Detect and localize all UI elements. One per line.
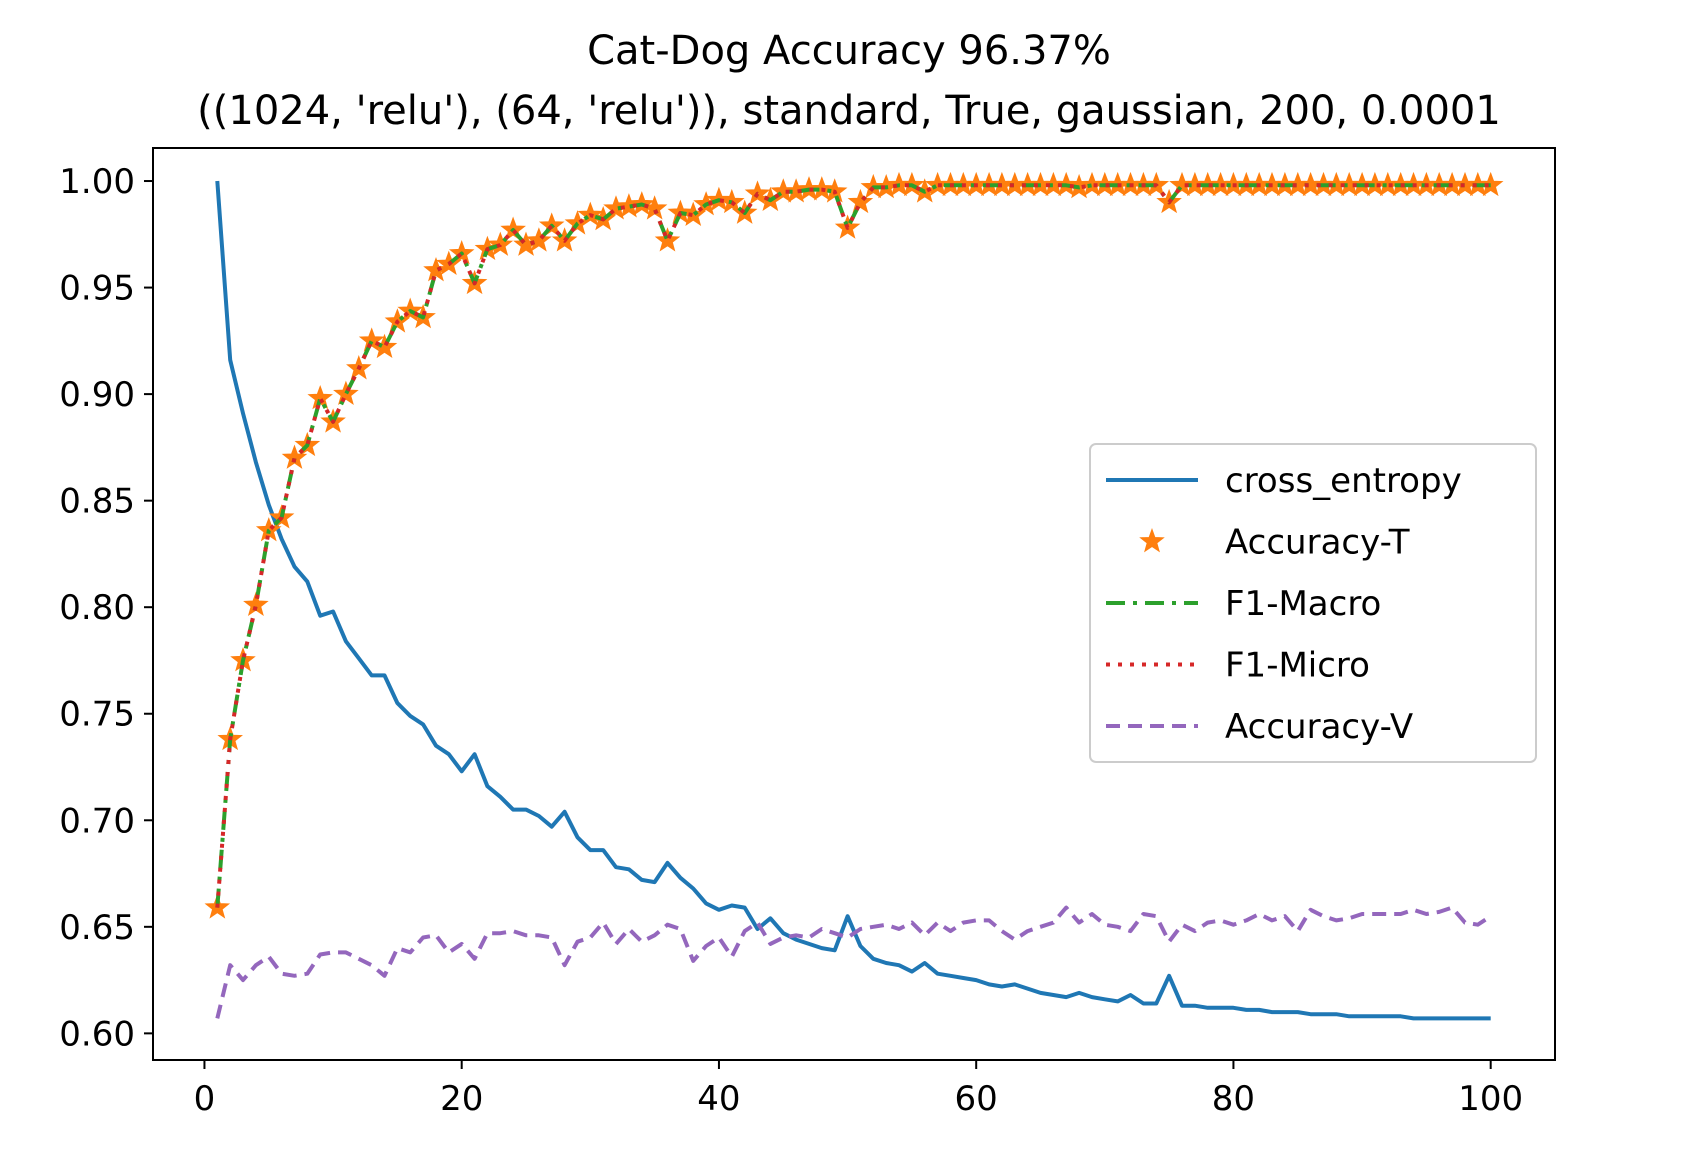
x-tick-label: 100 [1458,1079,1523,1119]
star-marker-accuracy-t [654,227,681,252]
y-tick-label: 0.65 [59,908,135,948]
legend-label-accuracy-t: Accuracy-T [1225,523,1410,563]
x-tick-label: 80 [1212,1079,1255,1119]
chart-legend: cross_entropy Accuracy-T F1-Macro F1-Micro A… [1089,443,1537,763]
y-tick-label: 1.00 [59,162,135,202]
star-marker-accuracy-t [847,188,874,214]
x-tick-label: 60 [955,1079,998,1119]
legend-label-f1-macro: F1-Macro [1225,584,1381,624]
plot-frame [152,147,1556,1061]
y-tick-label: 0.75 [59,695,135,735]
legend-box [1089,443,1537,763]
y-tick-label: 0.60 [59,1014,135,1054]
series-line-accuracy-v [215,905,1492,1019]
y-tick-label: 0.95 [59,269,135,309]
star-marker-accuracy-t [526,227,552,252]
legend-label-cross-entropy: cross_entropy [1225,461,1462,501]
y-tick-label: 0.80 [59,588,135,628]
legend-label-accuracy-v: Accuracy-V [1225,707,1413,747]
y-tick-label: 0.90 [59,375,135,415]
y-tick-label: 0.85 [59,482,135,522]
legend-marker-accuracy-t [1139,528,1165,553]
series-line-f1-macro [215,183,1491,908]
y-tick-label: 0.70 [59,801,135,841]
plot-layer [204,171,1504,1021]
legend-label-f1-micro: F1-Micro [1225,646,1370,686]
axes-layer: 0 20 40 60 80 100 0.60 0.65 0.70 0.75 0.80 0.85 0.90… [59,147,1556,1119]
star-marker-accuracy-t [281,444,308,469]
x-tick-label: 20 [440,1079,483,1119]
star-marker-accuracy-t [487,231,514,256]
x-tick-label: 0 [194,1079,216,1119]
chart-title: Cat-Dog Accuracy 96.37% [587,28,1111,74]
star-marker-accuracy-t [358,327,385,352]
x-tick-label: 40 [697,1079,740,1119]
chart-subtitle: ((1024, 'relu'), (64, 'relu')), standard… [197,88,1501,134]
